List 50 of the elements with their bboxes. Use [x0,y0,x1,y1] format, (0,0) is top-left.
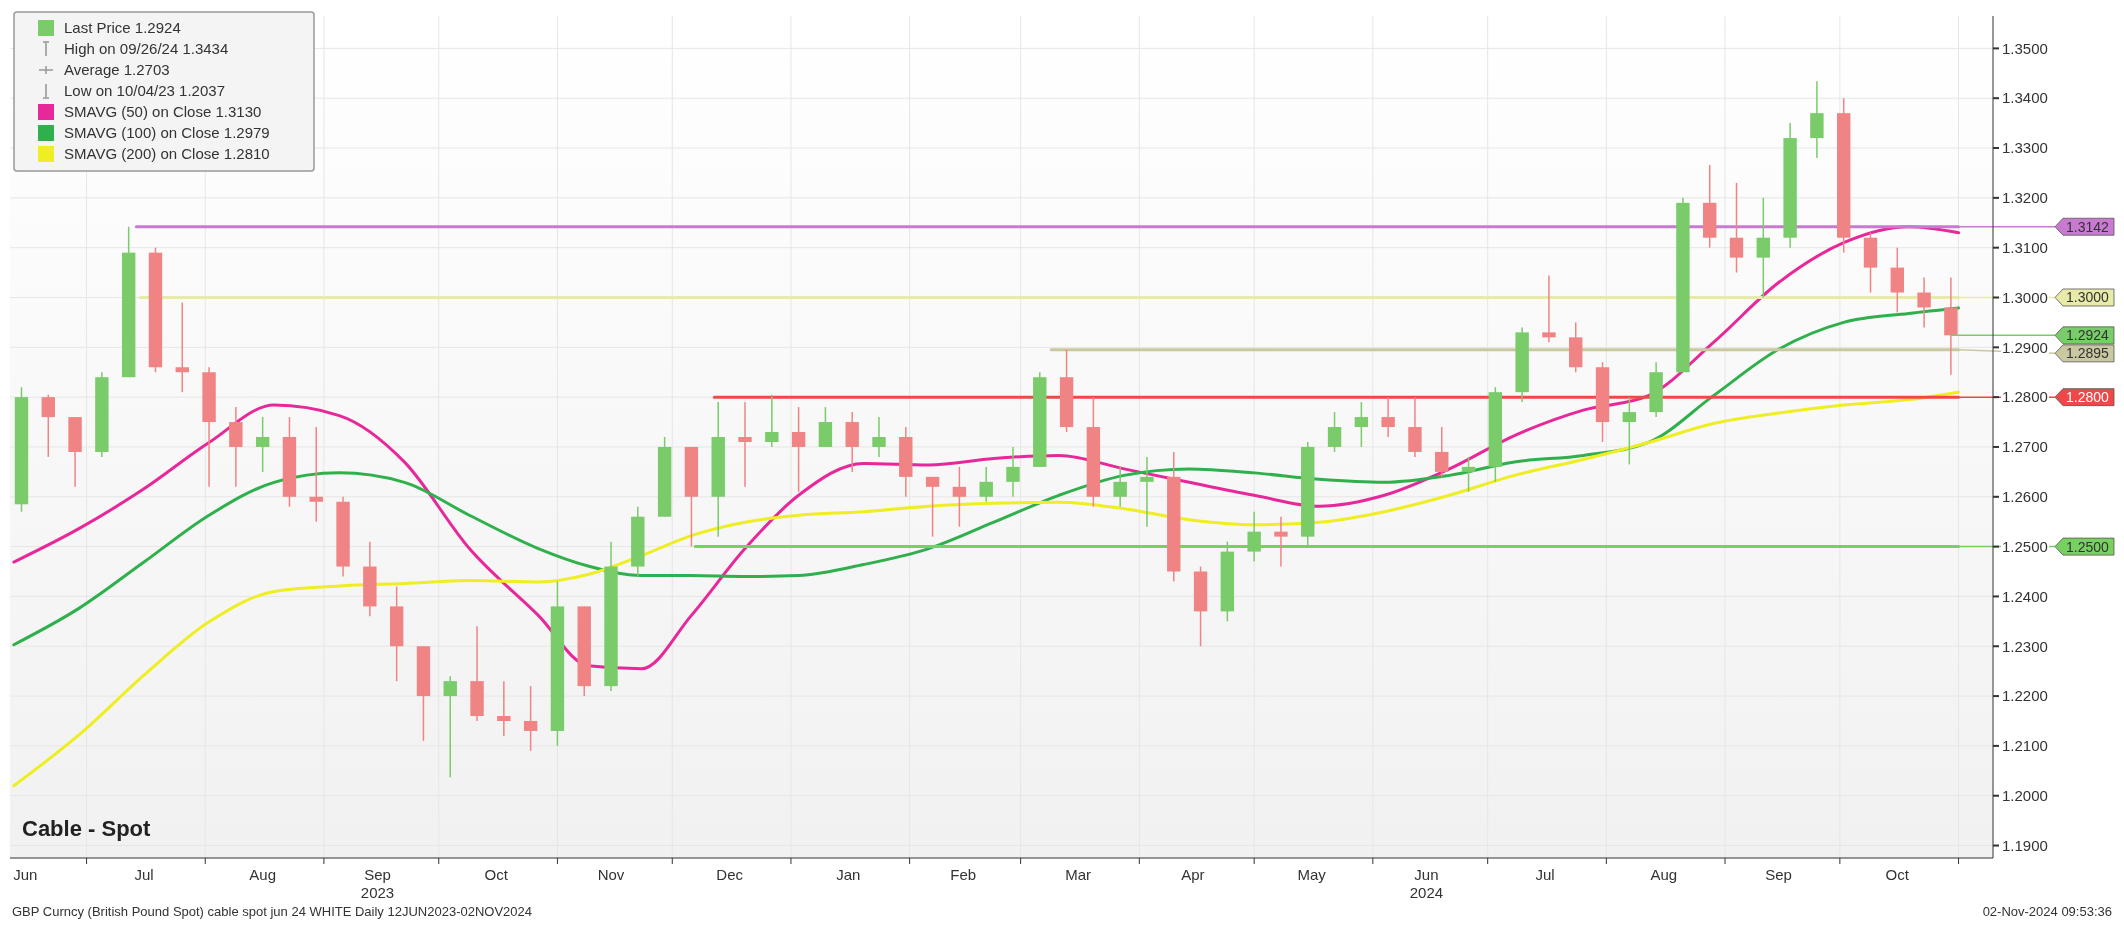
y-tick-label: 1.2800 [2002,388,2048,406]
y-tick-label: 1.3300 [2002,139,2048,157]
x-tick-label: Apr [1181,866,1205,883]
x-tick-label: Jun [13,866,38,883]
x-tick-label: Aug [1650,866,1678,883]
y-tick-label: 1.2100 [2002,737,2048,755]
y-tick-label: 1.2200 [2002,687,2048,705]
x-tick-label: May [1297,866,1327,883]
legend-label: SMAVG (50) on Close 1.3130 [64,103,262,121]
y-tick-label: 1.2600 [2002,488,2048,506]
x-tick-label: Nov [597,866,625,883]
text: GBP Curncy (British Pound Spot) cable spot jun 24 WHITE Daily 12JUN2023-02NOV2024 [12,904,533,919]
annotation: Low on 10/04/23 1.2037 [64,82,225,100]
x-tick-label: Jun 2024 [1409,866,1444,901]
annotation: 1.2800 [2066,389,2110,406]
annotation: 1.2500 [2066,538,2110,555]
annotation: 1.3000 [2066,289,2110,306]
y-tick-label: 1.2700 [2002,438,2048,456]
x-tick-label: Sep 2023 [360,866,395,901]
x-tick-label: Jul [134,866,154,883]
y-tick-label: 1.1900 [2002,836,2048,854]
x-tick-label: Aug [249,866,277,883]
legend-label: Last Price 1.2924 [64,19,181,37]
x-tick-label: Jan [836,866,861,883]
annotation: 1.3142 [2066,218,2110,235]
x-tick-label: Oct [484,866,509,883]
y-tick-label: 1.2300 [2002,637,2048,655]
legend-label: SMAVG (100) on Close 1.2979 [64,124,270,142]
x-tick-label: Sep [1765,866,1792,883]
y-tick-label: 1.2000 [2002,786,2048,804]
y-tick-label: 1.3200 [2002,189,2048,207]
y-tick-label: 1.2900 [2002,338,2048,356]
x-tick-label: Dec [716,866,744,883]
x-tick-label: Mar [1065,866,1091,883]
y-tick-label: 1.2400 [2002,587,2048,605]
x-tick-label: Feb [950,866,977,883]
y-tick-label: 1.3400 [2002,89,2048,107]
y-tick-label: 1.2500 [2002,537,2048,555]
annotation: High on 09/26/24 1.3434 [64,40,229,58]
x-tick-label: Oct [1885,866,1910,883]
annotation: 1.2924 [2066,327,2110,344]
y-tick-label: 1.3500 [2002,39,2048,57]
y-tick-label: 1.3100 [2002,238,2048,256]
text: Cable - Spot [22,816,152,841]
text: 02-Nov-2024 09:53:36 [1982,904,2112,919]
annotation: Average 1.2703 [64,61,170,79]
y-tick-label: 1.3000 [2002,288,2048,306]
annotation: 1.2895 [2066,345,2110,362]
x-tick-label: Jul [1535,866,1555,883]
legend-label: SMAVG (200) on Close 1.2810 [64,145,270,163]
